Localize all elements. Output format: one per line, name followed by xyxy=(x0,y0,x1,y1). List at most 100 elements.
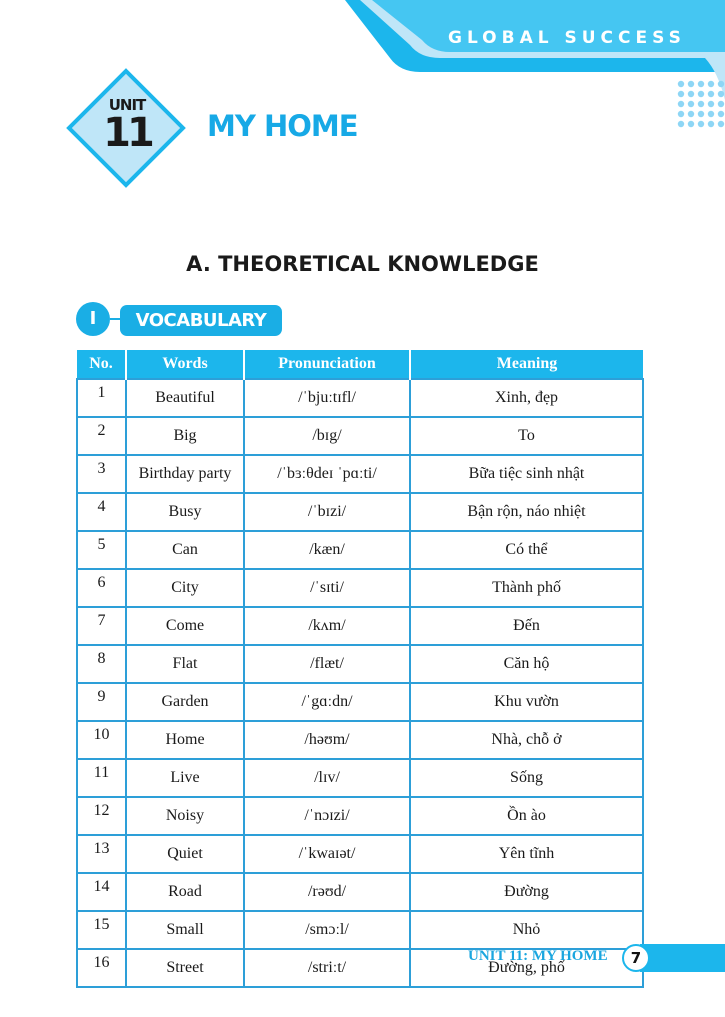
header-pronunciation: Pronunciation xyxy=(243,350,410,379)
cell-no: 13 xyxy=(76,834,127,874)
dot xyxy=(687,110,695,118)
unit-title: MY HOME xyxy=(207,109,359,143)
dot xyxy=(697,120,705,128)
unit-number: 11 xyxy=(103,110,155,156)
cell-meaning: Sống xyxy=(409,758,644,798)
table-row: 2 Big/bɪg/To xyxy=(76,416,644,456)
table-row: 13 Quiet/ˈkwaɪət/Yên tĩnh xyxy=(76,834,644,874)
cell-meaning: Yên tĩnh xyxy=(409,834,644,874)
dot xyxy=(707,100,715,108)
vocabulary-table: No. Words Pronunciation Meaning 1 Beautif… xyxy=(76,350,644,988)
cell-no: 2 xyxy=(76,416,127,456)
header-meaning: Meaning xyxy=(409,350,643,379)
cell-pronunciation: /həʊm/ xyxy=(243,720,411,760)
cell-word: Street xyxy=(125,948,245,988)
dot xyxy=(697,90,705,98)
subsection-title: VOCABULARY xyxy=(120,305,282,336)
cell-pronunciation: /ˈnɔɪzi/ xyxy=(243,796,411,836)
cell-meaning: Thành phố xyxy=(409,568,644,608)
dot xyxy=(717,120,725,128)
dot xyxy=(717,110,725,118)
dot xyxy=(697,100,705,108)
footer-bar xyxy=(640,944,725,972)
cell-word: City xyxy=(125,568,245,608)
cell-pronunciation: /ˈbjuːtɪfl/ xyxy=(243,378,411,418)
subsection-numeral: I xyxy=(76,302,110,336)
cell-pronunciation: /ˈbɜːθdeɪ ˈpɑːti/ xyxy=(243,454,411,494)
cell-no: 12 xyxy=(76,796,127,836)
dot xyxy=(707,90,715,98)
footer-unit-title: UNIT 11: MY HOME xyxy=(468,948,608,964)
cell-word: Birthday party xyxy=(125,454,245,494)
cell-meaning: Bữa tiệc sinh nhật xyxy=(409,454,644,494)
unit-diamond-badge xyxy=(66,68,186,188)
dot xyxy=(677,80,685,88)
cell-meaning: Nhà, chỗ ở xyxy=(409,720,644,760)
cell-word: Home xyxy=(125,720,245,760)
cell-word: Small xyxy=(125,910,245,950)
cell-pronunciation: /ˈkwaɪət/ xyxy=(243,834,411,874)
cell-no: 1 xyxy=(76,378,127,418)
cell-pronunciation: /kæn/ xyxy=(243,530,411,570)
cell-no: 9 xyxy=(76,682,127,722)
cell-word: Busy xyxy=(125,492,245,532)
cell-pronunciation: /ˈbɪzi/ xyxy=(243,492,411,532)
cell-word: Big xyxy=(125,416,245,456)
cell-pronunciation: /ˈgɑːdn/ xyxy=(243,682,411,722)
table-row: 3 Birthday party/ˈbɜːθdeɪ ˈpɑːti/Bữa tiệc… xyxy=(76,454,644,494)
cell-meaning: Đường xyxy=(409,872,644,912)
cell-pronunciation: /bɪg/ xyxy=(243,416,411,456)
table-row: 12 Noisy/ˈnɔɪzi/Ồn ào xyxy=(76,796,644,836)
cell-pronunciation: /lɪv/ xyxy=(243,758,411,798)
table-row: 6 City/ˈsɪti/Thành phố xyxy=(76,568,644,608)
table-row: 1 Beautiful/ˈbjuːtɪfl/Xinh, đẹp xyxy=(76,378,644,418)
cell-no: 4 xyxy=(76,492,127,532)
table-header-row: No. Words Pronunciation Meaning xyxy=(77,350,643,379)
dot xyxy=(717,90,725,98)
cell-meaning: Bận rộn, náo nhiệt xyxy=(409,492,644,532)
table-row: 14 Road/rəʊd/Đường xyxy=(76,872,644,912)
dot xyxy=(707,110,715,118)
cell-no: 16 xyxy=(76,948,127,988)
page-number: 7 xyxy=(622,944,650,972)
cell-pronunciation: /rəʊd/ xyxy=(243,872,411,912)
dot xyxy=(697,110,705,118)
dot xyxy=(697,80,705,88)
cell-no: 10 xyxy=(76,720,127,760)
cell-pronunciation: /ˈsɪti/ xyxy=(243,568,411,608)
cell-no: 8 xyxy=(76,644,127,684)
dot xyxy=(677,100,685,108)
table-row: 8 Flat/flæt/Căn hộ xyxy=(76,644,644,684)
cell-meaning: Xinh, đẹp xyxy=(409,378,644,418)
cell-no: 11 xyxy=(76,758,127,798)
dot xyxy=(687,90,695,98)
table-row: 16 Street/striːt/Đường, phố xyxy=(76,948,644,988)
cell-word: Road xyxy=(125,872,245,912)
cell-word: Noisy xyxy=(125,796,245,836)
cell-meaning: Đến xyxy=(409,606,644,646)
cell-no: 7 xyxy=(76,606,127,646)
brand-title: GLOBAL SUCCESS xyxy=(448,28,686,48)
cell-no: 14 xyxy=(76,872,127,912)
table-row: 4 Busy/ˈbɪzi/Bận rộn, náo nhiệt xyxy=(76,492,644,532)
dot xyxy=(677,110,685,118)
cell-pronunciation: /smɔːl/ xyxy=(243,910,411,950)
cell-word: Flat xyxy=(125,644,245,684)
dot xyxy=(717,100,725,108)
dot xyxy=(717,80,725,88)
header-words: Words xyxy=(125,350,244,379)
table-row: 5 Can/kæn/Có thể xyxy=(76,530,644,570)
cell-word: Can xyxy=(125,530,245,570)
dots-pattern xyxy=(677,80,725,128)
dot xyxy=(687,120,695,128)
cell-meaning: Khu vườn xyxy=(409,682,644,722)
cell-word: Come xyxy=(125,606,245,646)
cell-meaning: Nhỏ xyxy=(409,910,644,950)
cell-word: Quiet xyxy=(125,834,245,874)
cell-meaning: Ồn ào xyxy=(409,796,644,836)
cell-meaning: To xyxy=(409,416,644,456)
cell-pronunciation: /flæt/ xyxy=(243,644,411,684)
connector-line xyxy=(110,318,122,320)
cell-pronunciation: /striːt/ xyxy=(243,948,411,988)
header-no: No. xyxy=(77,350,126,379)
